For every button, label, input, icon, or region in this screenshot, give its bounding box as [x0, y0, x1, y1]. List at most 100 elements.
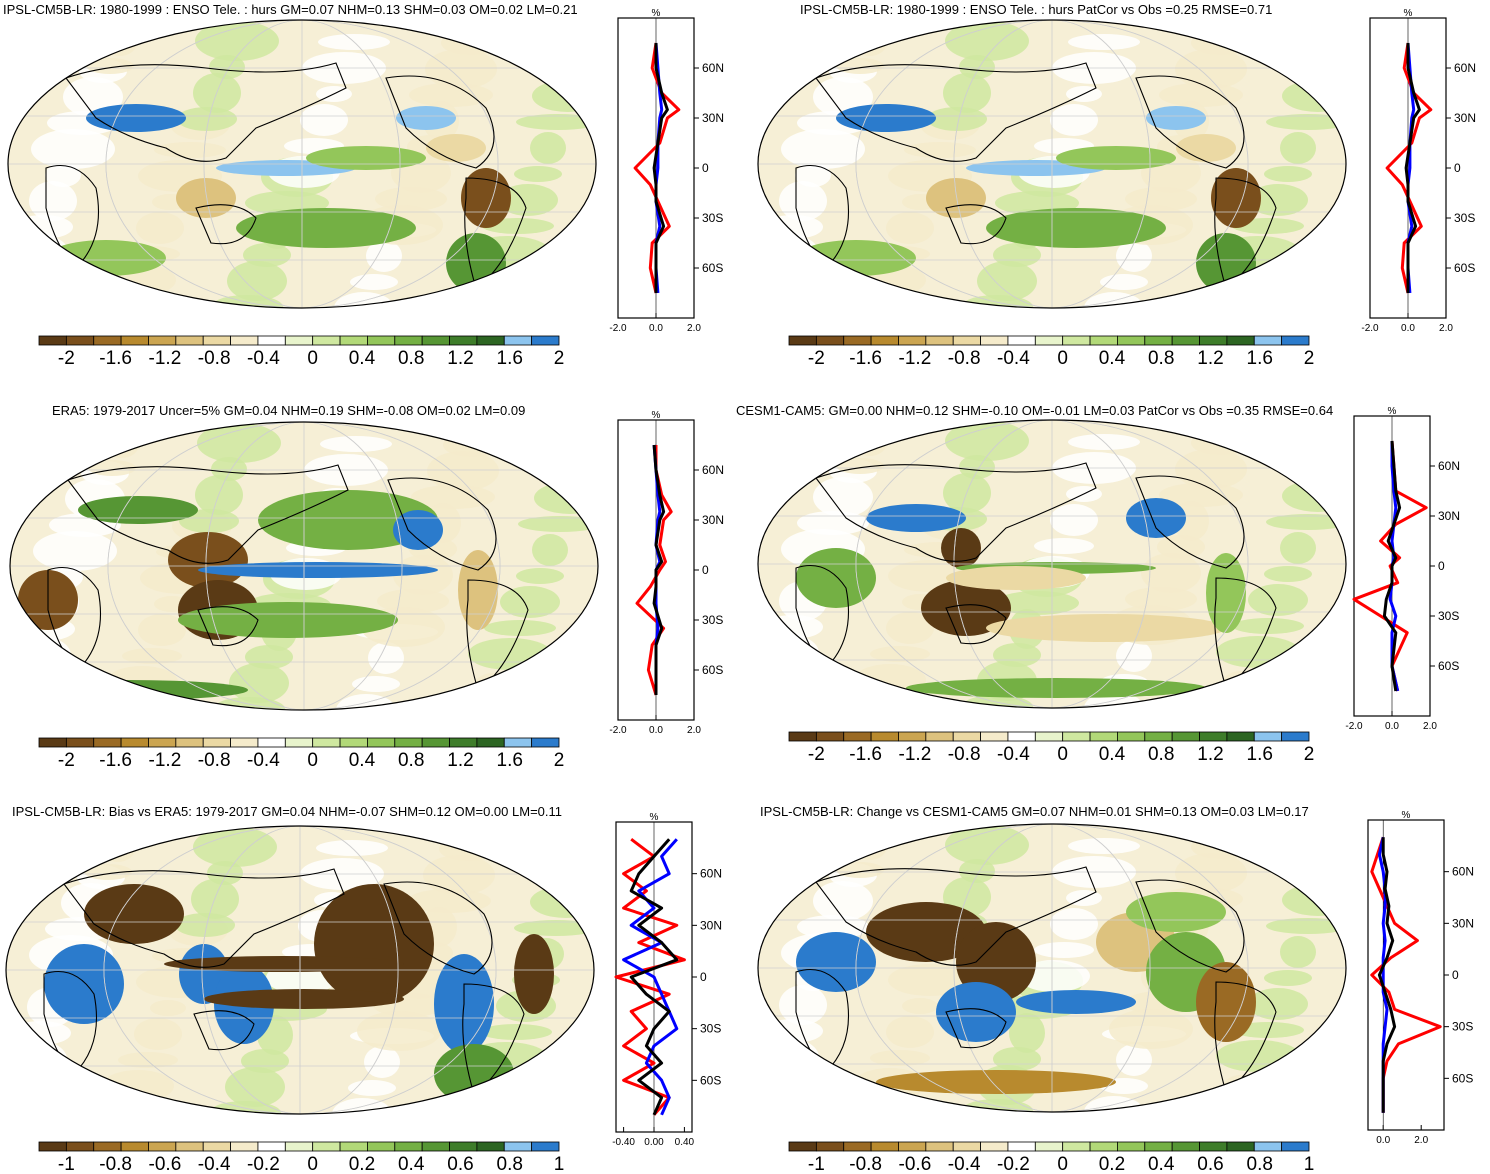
panel-3-map — [9, 421, 599, 711]
profile-x-label: 2.0 — [687, 323, 701, 334]
map-field-patch — [1009, 1013, 1045, 1053]
map-field-patch — [1159, 83, 1243, 107]
map-field-patch — [45, 163, 81, 187]
colorbar-swatch — [1007, 1141, 1036, 1152]
colorbar-swatch — [449, 335, 478, 346]
colorbar-tick-label: -1.6 — [849, 348, 882, 369]
map-field-patch — [1100, 274, 1148, 290]
colorbar-swatch — [1253, 1141, 1283, 1152]
map-field-patch — [193, 827, 277, 867]
profile-lat-label: 60N — [1438, 459, 1460, 473]
colorbar-tick-label: 0.8 — [398, 348, 424, 369]
coastline — [195, 204, 257, 245]
colorbar-swatch — [980, 731, 1009, 742]
map-field-patch — [516, 114, 596, 130]
coastline — [1214, 577, 1277, 689]
map-field-patch — [977, 261, 1037, 301]
colorbar-swatch — [925, 1141, 954, 1152]
map-field-patch — [1109, 1009, 1193, 1049]
map-field-patch — [364, 1046, 400, 1078]
profile-x-label: 2.0 — [1414, 1135, 1428, 1146]
colorbar-swatch — [1034, 1141, 1064, 1152]
map-field-patch — [530, 132, 566, 164]
colorbar-swatch — [1226, 731, 1255, 742]
map-field-patch — [1159, 483, 1243, 507]
colorbar-swatch — [1253, 731, 1283, 742]
panel-3-colorbar: -2 -1.6 -1.2 -0.8 -0.4 0 0.4 0.8 1.2 1.6 2 — [38, 737, 564, 771]
map-field-patch — [797, 915, 869, 939]
map-field-patch — [516, 568, 564, 584]
map-field-patch — [1280, 132, 1316, 164]
colorbar-tick-label: -0.2 — [997, 1154, 1030, 1174]
profile-lat-label: 30S — [700, 1022, 721, 1036]
colorbar-swatch — [449, 1141, 478, 1152]
colorbar-swatch — [1171, 335, 1200, 346]
map-field-patch — [177, 107, 237, 131]
colorbar-swatch — [1034, 731, 1064, 742]
colorbar-swatch — [1062, 1141, 1091, 1152]
map-field-patch — [530, 886, 594, 918]
map-field-patch — [945, 825, 1029, 865]
panel-6-title: IPSL-CM5B-LR: Change vs CESM1-CAM5 GM=0.… — [760, 804, 1309, 819]
colorbar-tick-label: -1.2 — [899, 348, 932, 369]
colorbar-tick-label: -1 — [808, 1154, 825, 1174]
colorbar-swatch — [476, 335, 505, 346]
colorbar-swatch — [870, 731, 899, 742]
colorbar-swatch — [1089, 731, 1118, 742]
map-field-patch — [209, 55, 245, 79]
colorbar-swatch — [898, 1141, 927, 1152]
map-anomaly-blob — [306, 146, 426, 170]
coastline — [45, 164, 99, 269]
map-field-patch — [838, 1102, 922, 1112]
map-outline — [7, 19, 597, 309]
map-field-patch — [993, 243, 1041, 267]
profile-line-black — [629, 838, 679, 1116]
colorbar-tick-label: -2 — [808, 744, 825, 765]
coastline — [462, 983, 525, 1095]
colorbar-tick-label: -1.2 — [149, 750, 182, 771]
map-field-patch — [1264, 566, 1312, 582]
colorbar-swatch — [788, 1141, 817, 1152]
map-field-patch — [1175, 49, 1247, 89]
colorbar-swatch — [284, 335, 314, 346]
panel-5-title: IPSL-CM5B-LR: Bias vs ERA5: 1979-2017 GM… — [12, 804, 562, 819]
profile-lat-label: 60S — [1438, 659, 1459, 673]
profile-x-label: -0.40 — [612, 1137, 635, 1148]
map-field-patch — [245, 645, 293, 669]
map-outline — [9, 421, 599, 711]
colorbar-tick-label: -0.4 — [997, 348, 1030, 369]
profile-lat-label: 30S — [1438, 609, 1459, 623]
map-field-patch — [758, 233, 819, 273]
map-field-patch — [781, 129, 865, 169]
map-anomaly-blob — [86, 104, 186, 132]
map-anomaly-blob — [84, 884, 184, 944]
coastline — [47, 566, 101, 671]
map-anomaly-blob — [78, 496, 198, 524]
coastline — [815, 462, 1097, 562]
map-field-patch — [959, 859, 995, 883]
colorbar-swatch — [843, 1141, 872, 1152]
colorbar-tick-label: -0.6 — [149, 1154, 182, 1174]
map-field-patch — [334, 292, 394, 308]
map-field-patch — [959, 455, 995, 479]
map-field-patch — [1084, 292, 1144, 308]
map-anomaly-blob — [1196, 233, 1256, 293]
panel-6-colorbar: -1 -0.8 -0.6 -0.4 -0.2 0 0.2 0.4 0.6 0.8 1 — [788, 1141, 1314, 1174]
profile-x-label: 0.0 — [1401, 323, 1415, 334]
colorbar-swatch — [476, 737, 505, 748]
graticule-lon — [855, 824, 1249, 1112]
coastline — [945, 1008, 1007, 1049]
coastline — [385, 75, 495, 169]
coastline — [466, 579, 529, 691]
colorbar-swatch — [367, 1141, 396, 1152]
colorbar-swatch — [421, 737, 450, 748]
map-field-patch — [758, 1071, 815, 1095]
colorbar-tick-label: -1.6 — [99, 348, 132, 369]
map-field-patch — [377, 589, 449, 613]
map-field-patch — [10, 687, 33, 710]
coastline — [65, 62, 347, 162]
map-field-patch — [1207, 289, 1255, 308]
colorbar-tick-label: -0.8 — [948, 348, 981, 369]
profile-lat-label: 0 — [1454, 161, 1461, 175]
map-anomaly-blob — [1176, 134, 1236, 162]
